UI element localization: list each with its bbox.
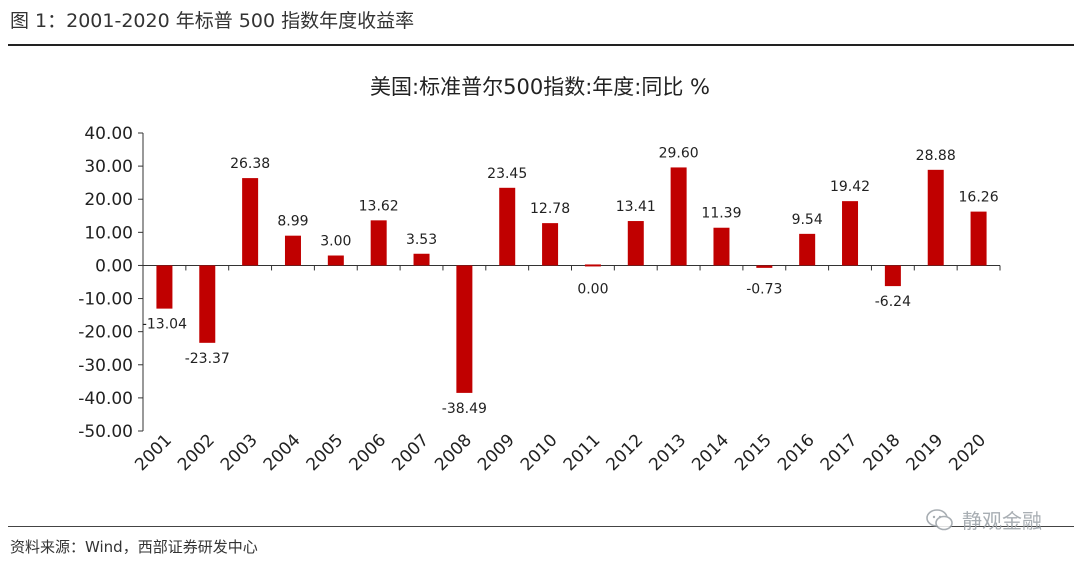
y-tick-label: 20.00 — [84, 190, 133, 210]
watermark: 静观金融 — [926, 505, 1042, 534]
bar-2002 — [199, 265, 216, 343]
bar-2011 — [584, 264, 601, 267]
bar-2015 — [756, 265, 773, 268]
bar-2003 — [242, 178, 259, 266]
x-tick-label-2019: 2019 — [903, 430, 948, 475]
bar-2004 — [284, 235, 301, 266]
bar-2001 — [156, 265, 173, 309]
x-tick-label-2008: 2008 — [431, 430, 476, 475]
x-tick-label-2011: 2011 — [560, 430, 605, 475]
data-label-2002: -23.37 — [185, 351, 230, 367]
y-tick-label: 0.00 — [95, 256, 133, 276]
data-label-2018: -6.24 — [875, 294, 911, 310]
bar-2016 — [799, 233, 816, 266]
y-tick-label: -30.00 — [78, 356, 133, 376]
x-axis: 2001200220032004200520062007200820092010… — [131, 264, 1001, 475]
x-tick-label-2015: 2015 — [731, 430, 776, 475]
watermark-text: 静观金融 — [962, 509, 1042, 533]
bar-2014 — [713, 227, 730, 266]
bar-2007 — [413, 253, 430, 266]
y-tick-label: 40.00 — [84, 124, 133, 144]
data-label-2008: -38.49 — [442, 401, 487, 417]
x-tick-label-2009: 2009 — [474, 430, 519, 475]
data-label-2015: -0.73 — [746, 281, 782, 297]
x-tick-label-2001: 2001 — [131, 430, 176, 475]
bottom-rule — [8, 526, 1074, 527]
y-tick-label: -50.00 — [78, 422, 133, 442]
wechat-icon — [926, 508, 953, 530]
x-tick-label-2004: 2004 — [260, 430, 305, 475]
y-tick-label: -40.00 — [78, 389, 133, 409]
bar-2013 — [670, 167, 687, 266]
x-tick-label-2002: 2002 — [174, 430, 219, 475]
x-tick-label-2020: 2020 — [945, 430, 990, 475]
data-label-2009: 23.45 — [487, 166, 527, 182]
x-tick-label-2014: 2014 — [688, 430, 733, 475]
x-tick-label-2010: 2010 — [517, 430, 562, 475]
x-tick-label-2017: 2017 — [817, 430, 862, 475]
y-tick-label: 10.00 — [84, 223, 133, 243]
data-label-2012: 13.41 — [616, 199, 656, 215]
x-tick-label-2012: 2012 — [603, 430, 648, 475]
data-label-2014: 11.39 — [701, 206, 741, 222]
y-tick-label: -20.00 — [78, 323, 133, 343]
data-label-2011: 0.00 — [577, 281, 608, 297]
bar-chart: 美国:标准普尔500指数:年度:同比 % 40.00 30.00 20.00 10.0… — [78, 75, 1001, 475]
bar-2009 — [499, 187, 516, 266]
bar-2006 — [370, 220, 387, 266]
x-tick-label-2018: 2018 — [860, 430, 905, 475]
bar-2018 — [884, 265, 901, 287]
data-label-2020: 16.26 — [959, 190, 999, 206]
x-tick-label-2003: 2003 — [217, 430, 262, 475]
x-tick-label-2016: 2016 — [774, 430, 819, 475]
y-axis: 40.00 30.00 20.00 10.00 0.00 -10.00 -20.00 -30.… — [78, 124, 144, 442]
y-tick-label: 30.00 — [84, 157, 133, 177]
data-label-2017: 19.42 — [830, 179, 870, 195]
chart-title: 美国:标准普尔500指数:年度:同比 % — [370, 75, 710, 99]
bars — [156, 167, 987, 393]
data-label-2005: 3.00 — [320, 234, 351, 250]
data-labels: -13.04 -23.37 26.38 8.99 3.00 13.62 3.53 -38.49… — [142, 145, 999, 416]
x-tick-label-2006: 2006 — [345, 430, 390, 475]
bar-2020 — [970, 211, 987, 266]
bar-2019 — [927, 169, 944, 266]
source-note: 资料来源：Wind，西部证券研发中心 — [10, 538, 258, 556]
bar-2017 — [842, 201, 859, 266]
data-label-2003: 26.38 — [230, 156, 270, 172]
data-label-2001: -13.04 — [142, 317, 187, 333]
bar-2005 — [327, 255, 344, 266]
data-label-2013: 29.60 — [659, 145, 699, 161]
y-tick-label: -10.00 — [78, 290, 133, 310]
figure-caption: 图 1：2001-2020 年标普 500 指数年度收益率 — [10, 10, 415, 32]
top-rule — [8, 44, 1074, 46]
data-label-2004: 8.99 — [277, 214, 308, 230]
bar-2012 — [627, 221, 644, 266]
data-label-2010: 12.78 — [530, 201, 570, 217]
x-tick-label-2013: 2013 — [645, 430, 690, 475]
data-label-2007: 3.53 — [406, 232, 437, 248]
x-tick-label-2007: 2007 — [388, 430, 433, 475]
data-label-2019: 28.88 — [916, 148, 956, 164]
x-tick-label-2005: 2005 — [303, 430, 348, 475]
bar-2010 — [542, 223, 559, 266]
bar-2008 — [456, 265, 473, 393]
data-label-2016: 9.54 — [792, 212, 823, 228]
data-label-2006: 13.62 — [359, 198, 399, 214]
